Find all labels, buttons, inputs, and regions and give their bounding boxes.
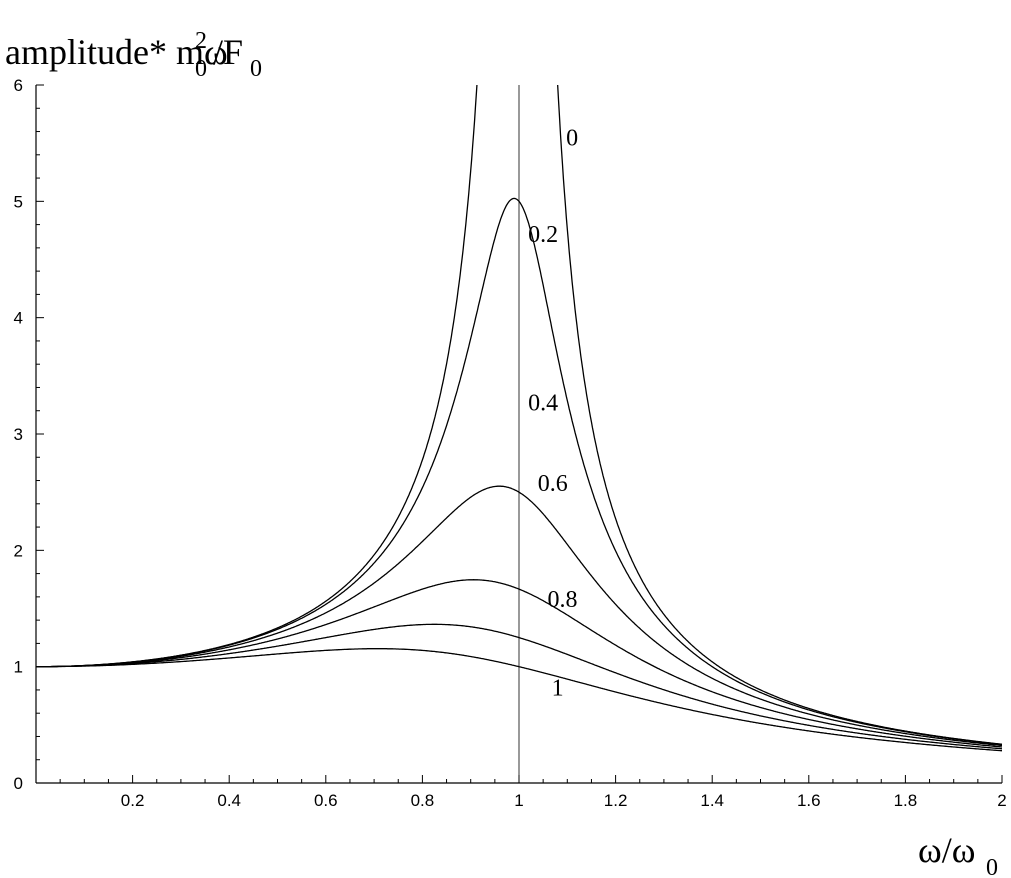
x-axis-title-omega0: ω [952, 830, 976, 870]
series-label-0-6: 0.6 [538, 471, 568, 497]
x-tick-label: 0.6 [314, 791, 338, 810]
svg-text:ω/ω: ω/ω [918, 830, 975, 870]
y-tick-label: 1 [14, 658, 23, 677]
y-tick-label: 3 [14, 425, 23, 444]
y-tick-label: 6 [14, 76, 23, 95]
y-axis-title-omega-sub: 0 [195, 56, 207, 82]
x-tick-label: 0.8 [411, 791, 435, 810]
x-tick-label: 1.4 [700, 791, 724, 810]
y-tick-label: 2 [14, 541, 23, 560]
x-tick-label: 1.8 [894, 791, 918, 810]
x-tick-label: 2 [997, 791, 1006, 810]
series-label-1: 1 [552, 676, 564, 702]
series-curve-0-6 [36, 579, 1002, 748]
x-tick-label: 0.2 [121, 791, 145, 810]
x-axis-title-sub: 0 [986, 855, 998, 878]
series-label-0-4: 0.4 [528, 391, 558, 417]
y-tick-label: 0 [14, 774, 23, 793]
x-tick-label: 1 [514, 791, 523, 810]
y-axis-title-divide: /F [213, 32, 243, 72]
series-label-0-8: 0.8 [547, 587, 577, 613]
y-tick-label: 4 [14, 309, 23, 328]
y-axis-title-omega-sup: 2 [195, 28, 207, 54]
series-curve-0-4 [36, 485, 1002, 747]
series-label-0-2: 0.2 [528, 222, 558, 248]
curve-labels: 0 0.2 0.4 0.6 0.8 1 [528, 125, 578, 701]
series-curve-0-8 [36, 623, 1002, 750]
x-tick-label: 0.4 [217, 791, 241, 810]
y-axis-title-omega: ω [204, 32, 228, 72]
x-axis-title: ω/ω 0 [918, 830, 998, 878]
y-axis-title: amplitude* mω 0 2 /F 0 [5, 28, 262, 82]
series-curve-1 [36, 648, 1002, 752]
ticks: 0.2 0.4 0.6 0.8 1 1.2 1.4 1.6 1.8 2 0 1 2 3 4 5 6 [14, 76, 1007, 810]
x-axis-title-omega: ω [918, 830, 942, 870]
axes [35, 85, 1002, 784]
x-axis-title-slash: / [942, 830, 952, 870]
svg-text:amplitude* mω: amplitude* mω [5, 32, 228, 72]
y-axis-title-prefix: amplitude* m [5, 32, 204, 72]
y-axis-title-f-sub: 0 [250, 56, 262, 82]
x-tick-label: 1.6 [797, 791, 821, 810]
series-curve-0-2 [36, 197, 1002, 746]
series-label-0: 0 [566, 125, 578, 151]
x-tick-label: 1.2 [604, 791, 628, 810]
y-tick-label: 5 [14, 192, 23, 211]
curves [36, 85, 1002, 752]
